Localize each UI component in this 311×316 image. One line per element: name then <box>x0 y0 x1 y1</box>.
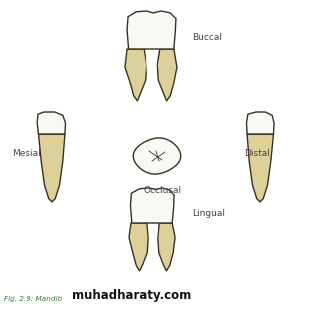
Text: Fig. 2.9: Mandib: Fig. 2.9: Mandib <box>4 296 62 302</box>
Text: muhadharaty.com: muhadharaty.com <box>72 289 191 302</box>
Text: Mesial: Mesial <box>12 149 41 159</box>
Polygon shape <box>157 49 177 101</box>
Polygon shape <box>39 134 65 202</box>
Polygon shape <box>37 112 66 134</box>
Polygon shape <box>133 138 181 174</box>
Text: Lingual: Lingual <box>192 210 225 218</box>
Polygon shape <box>158 223 175 271</box>
Polygon shape <box>247 112 274 134</box>
Text: Distal: Distal <box>244 149 270 159</box>
Polygon shape <box>148 224 158 243</box>
Polygon shape <box>127 11 176 49</box>
Polygon shape <box>125 49 147 101</box>
Polygon shape <box>146 52 157 72</box>
Text: Occlusal: Occlusal <box>144 186 182 195</box>
Polygon shape <box>247 134 273 202</box>
Polygon shape <box>130 188 174 223</box>
Polygon shape <box>129 223 148 271</box>
Text: Buccal: Buccal <box>192 33 222 42</box>
